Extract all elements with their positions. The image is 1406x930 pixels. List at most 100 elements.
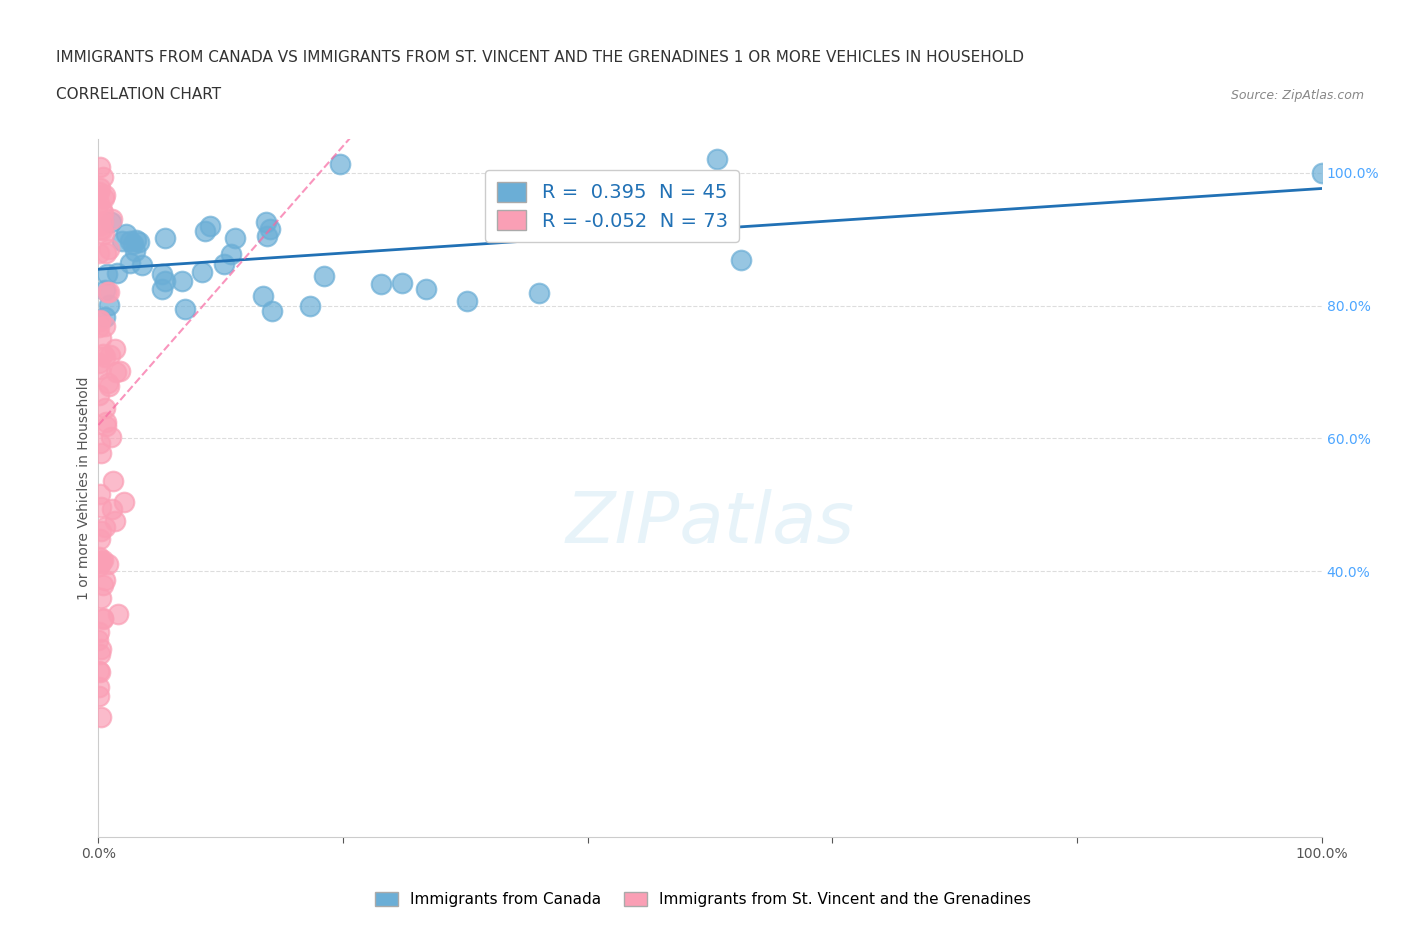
Point: [89, 624, 111, 639]
Point: [94, 350, 117, 365]
Point: [124, 243, 146, 258]
Point: [104, 514, 127, 529]
Point: [172, 273, 194, 288]
Point: [153, 231, 176, 246]
Point: [87, 185, 110, 200]
Point: [706, 152, 728, 166]
Point: [89, 550, 111, 565]
Point: [640, 193, 662, 207]
Point: [93, 226, 115, 241]
Point: [97, 557, 120, 572]
Point: [100, 347, 122, 362]
Point: [93, 310, 115, 325]
Point: [87, 195, 110, 210]
Point: [329, 157, 352, 172]
Point: [90, 223, 112, 238]
Point: [259, 221, 281, 236]
Point: [90, 641, 112, 656]
Point: [89, 314, 111, 329]
Point: [89, 486, 111, 501]
Point: [89, 217, 111, 232]
Point: [254, 214, 277, 229]
Point: [730, 252, 752, 267]
Point: [118, 256, 141, 271]
Point: [150, 282, 173, 297]
Point: [252, 288, 274, 303]
Point: [87, 664, 110, 679]
Point: [90, 555, 112, 570]
Point: [115, 227, 138, 242]
Point: [128, 234, 150, 249]
Point: [90, 330, 112, 345]
Point: [91, 612, 114, 627]
Point: [93, 573, 115, 588]
Point: [104, 365, 127, 379]
Point: [112, 495, 135, 510]
Point: [94, 188, 117, 203]
Point: [118, 233, 141, 248]
Point: [89, 312, 111, 327]
Point: [111, 233, 134, 248]
Point: [173, 301, 195, 316]
Point: [101, 502, 124, 517]
Point: [90, 203, 112, 218]
Point: [89, 246, 111, 261]
Point: [415, 281, 437, 296]
Point: [91, 553, 114, 568]
Point: [90, 446, 112, 461]
Text: CORRELATION CHART: CORRELATION CHART: [56, 87, 221, 102]
Y-axis label: 1 or more Vehicles in Household: 1 or more Vehicles in Household: [77, 377, 91, 600]
Point: [100, 430, 122, 445]
Point: [90, 553, 112, 568]
Point: [98, 379, 121, 393]
Point: [391, 275, 413, 290]
Point: [150, 267, 173, 282]
Point: [89, 319, 111, 334]
Text: ZIPatlas: ZIPatlas: [565, 488, 855, 558]
Point: [91, 610, 114, 625]
Point: [262, 304, 284, 319]
Point: [153, 273, 176, 288]
Point: [89, 532, 111, 547]
Point: [101, 473, 124, 488]
Point: [527, 286, 550, 300]
Point: [91, 214, 114, 229]
Point: [93, 400, 115, 415]
Point: [191, 265, 214, 280]
Point: [212, 256, 235, 271]
Text: IMMIGRANTS FROM CANADA VS IMMIGRANTS FROM ST. VINCENT AND THE GRENADINES 1 OR MO: IMMIGRANTS FROM CANADA VS IMMIGRANTS FRO…: [56, 50, 1024, 65]
Point: [105, 266, 128, 281]
Point: [224, 231, 246, 246]
Point: [90, 591, 112, 605]
Point: [87, 633, 110, 648]
Point: [456, 294, 478, 309]
Point: [1310, 166, 1333, 180]
Point: [93, 190, 115, 205]
Point: [90, 499, 112, 514]
Point: [89, 218, 111, 232]
Point: [91, 169, 114, 184]
Point: [104, 342, 127, 357]
Point: [298, 299, 321, 313]
Point: [101, 212, 124, 227]
Point: [314, 268, 336, 283]
Text: Source: ZipAtlas.com: Source: ZipAtlas.com: [1230, 89, 1364, 102]
Point: [124, 233, 146, 248]
Point: [94, 282, 117, 297]
Point: [131, 258, 153, 272]
Point: [87, 680, 110, 695]
Legend: R =  0.395  N = 45, R = -0.052  N = 73: R = 0.395 N = 45, R = -0.052 N = 73: [485, 170, 740, 243]
Point: [89, 160, 111, 175]
Point: [91, 578, 114, 592]
Point: [89, 664, 111, 679]
Point: [87, 388, 110, 403]
Point: [90, 710, 112, 724]
Point: [633, 219, 655, 233]
Point: [107, 606, 129, 621]
Point: [91, 347, 114, 362]
Point: [89, 689, 111, 704]
Point: [97, 242, 120, 257]
Point: [98, 298, 121, 312]
Point: [97, 376, 120, 391]
Point: [194, 223, 217, 238]
